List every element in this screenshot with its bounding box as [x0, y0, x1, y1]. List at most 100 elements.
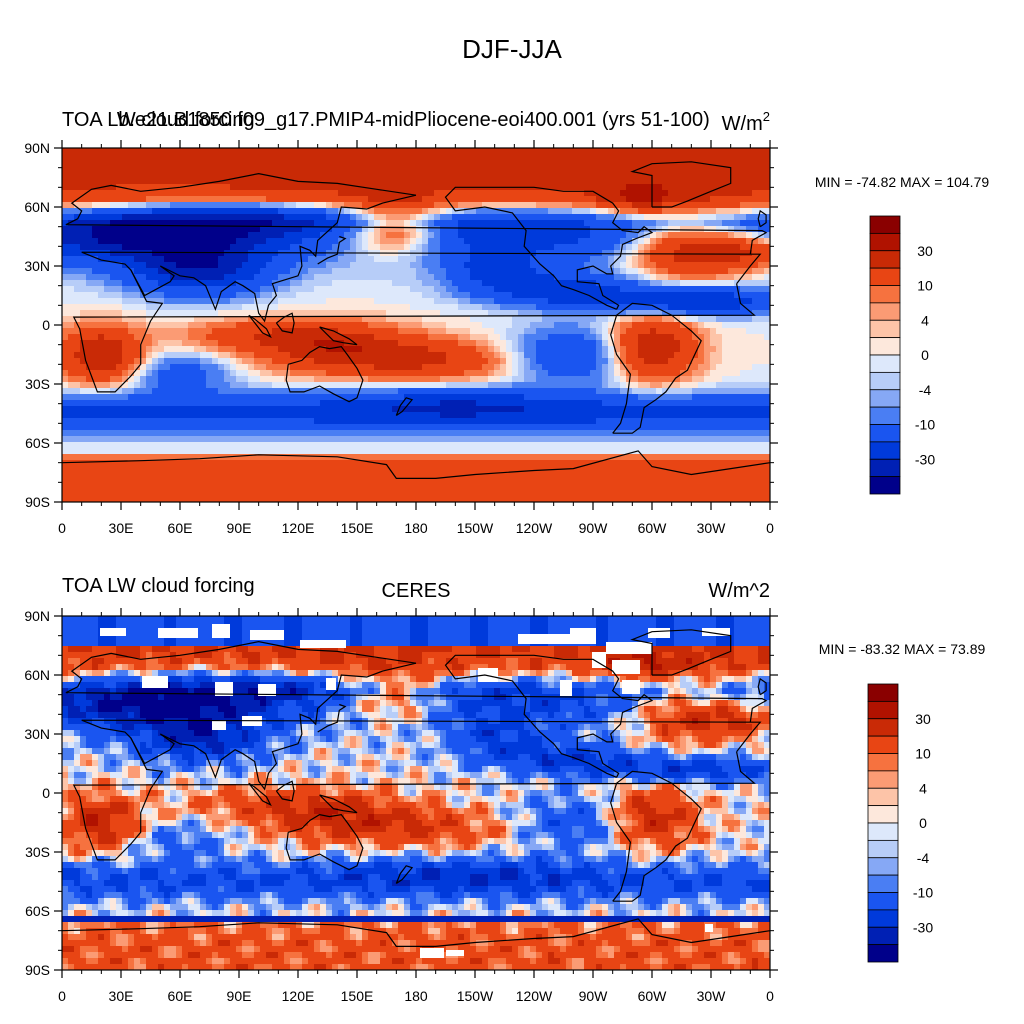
contour-cell	[152, 820, 158, 826]
contour-cell	[188, 814, 194, 820]
contour-cell	[338, 742, 344, 748]
contour-cell	[692, 856, 698, 862]
contour-cell	[398, 904, 404, 910]
contour-cell	[62, 208, 92, 214]
contour-cell	[620, 796, 626, 802]
lat-tick-label: 0	[42, 785, 50, 801]
contour-cell	[188, 910, 194, 916]
contour-cell	[362, 682, 374, 688]
coastline	[130, 194, 417, 323]
contour-cell	[608, 910, 614, 916]
contour-cell	[272, 358, 314, 364]
contour-cell	[428, 640, 470, 646]
contour-cell	[524, 352, 536, 358]
contour-cell	[338, 676, 344, 682]
contour-cell	[638, 334, 674, 340]
contour-cell	[554, 676, 560, 682]
contour-cell	[524, 778, 530, 784]
contour-cell	[278, 856, 284, 862]
contour-cell	[230, 688, 248, 694]
contour-cell	[614, 844, 620, 850]
contour-cell	[638, 232, 644, 238]
contour-cell	[176, 622, 224, 628]
contour-cell	[500, 364, 506, 370]
contour-cell	[92, 232, 248, 238]
contour-cell	[356, 232, 362, 238]
contour-cell	[620, 844, 626, 850]
contour-cell	[290, 364, 374, 370]
contour-cell	[308, 796, 320, 802]
contour-cell	[746, 832, 752, 838]
contour-cell	[428, 964, 434, 970]
contour-cell	[716, 616, 734, 622]
contour-cell	[578, 676, 590, 682]
contour-cell	[578, 238, 620, 244]
contour-cell	[200, 898, 206, 904]
contour-cell	[686, 772, 710, 778]
contour-cell	[470, 730, 482, 736]
contour-cell	[650, 802, 692, 808]
contour-cell	[698, 736, 722, 742]
contour-cell	[140, 904, 146, 910]
contour-cell	[242, 850, 248, 856]
contour-cell	[662, 730, 668, 736]
contour-cell	[314, 748, 320, 754]
contour-cell	[752, 310, 770, 316]
contour-cell	[470, 640, 488, 646]
contour-cell	[62, 418, 314, 424]
contour-cell	[554, 784, 560, 790]
contour-cell	[734, 274, 752, 280]
contour-cell	[434, 934, 440, 940]
contour-cell	[614, 736, 620, 742]
contour-cell	[146, 772, 152, 778]
contour-cell	[650, 244, 656, 250]
contour-cell	[548, 928, 560, 934]
contour-cell	[404, 700, 410, 706]
contour-cell	[584, 220, 632, 226]
contour-cell	[686, 808, 698, 814]
contour-cell	[362, 898, 380, 904]
contour-cell	[134, 910, 146, 916]
contour-cell	[608, 808, 614, 814]
contour-cell	[524, 334, 548, 340]
contour-cell	[566, 940, 572, 946]
contour-cell	[590, 910, 596, 916]
contour-cell	[92, 670, 104, 676]
contour-cell	[440, 820, 458, 826]
contour-cell	[506, 328, 524, 334]
contour-cell	[446, 838, 452, 844]
contour-cell	[266, 904, 272, 910]
contour-cell	[530, 790, 542, 796]
contour-cell	[296, 736, 302, 742]
contour-cell	[290, 844, 296, 850]
lon-tick-label: 120W	[516, 988, 553, 1004]
contour-cell	[176, 736, 218, 742]
contour-cell	[674, 628, 716, 634]
contour-cell	[536, 946, 560, 952]
contour-cell	[122, 310, 146, 316]
contour-cell	[158, 826, 164, 832]
contour-cell	[62, 154, 770, 160]
contour-cell	[434, 922, 446, 928]
contour-cell	[752, 856, 764, 862]
contour-cell	[686, 700, 692, 706]
contour-cell	[320, 760, 332, 766]
contour-cell	[716, 754, 740, 760]
contour-cell	[98, 904, 104, 910]
contour-cell	[674, 808, 686, 814]
contour-cell	[626, 184, 662, 190]
contour-cell	[122, 928, 140, 934]
contour-cell	[68, 790, 80, 796]
contour-cell	[374, 814, 416, 820]
contour-cell	[542, 952, 548, 958]
contour-cell	[662, 772, 686, 778]
contour-cell	[344, 742, 350, 748]
contour-cell	[572, 910, 578, 916]
contour-cell	[440, 682, 464, 688]
contour-cell	[260, 658, 272, 664]
contour-cell	[158, 730, 194, 736]
contour-cell	[320, 682, 326, 688]
contour-cell	[422, 790, 440, 796]
contour-cell	[524, 952, 536, 958]
contour-cell	[206, 790, 212, 796]
